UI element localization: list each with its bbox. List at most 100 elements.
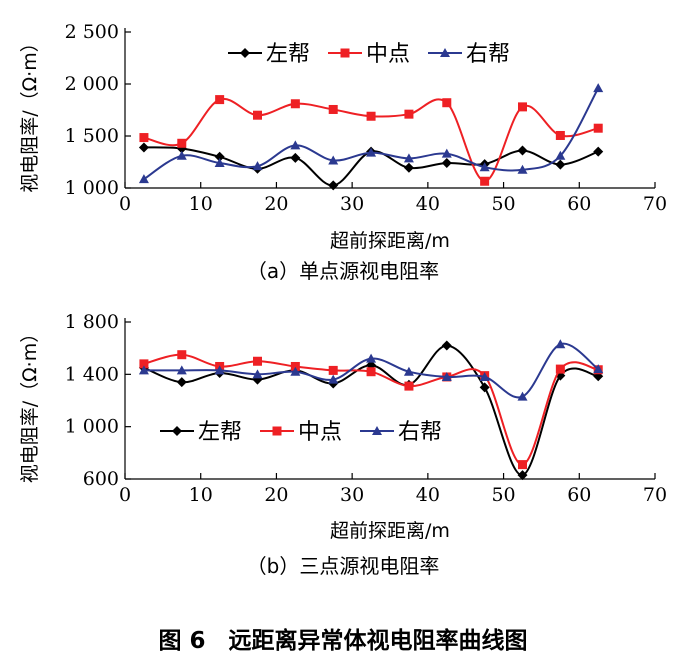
data-point <box>290 152 301 163</box>
chart-caption: （a）单点源视电阻率 <box>247 259 439 283</box>
data-point <box>138 142 149 153</box>
data-point <box>138 174 149 184</box>
x-tick-label: 40 <box>416 193 440 215</box>
data-point <box>328 374 339 384</box>
x-tick-label: 30 <box>340 193 364 215</box>
y-tick-label: 2 000 <box>65 73 119 95</box>
data-point <box>366 147 377 157</box>
data-point <box>593 364 604 374</box>
x-tick-label: 0 <box>119 484 131 506</box>
data-point <box>517 145 528 156</box>
data-point <box>555 364 565 374</box>
x-tick-label: 40 <box>416 484 440 506</box>
legend-label: 左帮 <box>266 42 310 67</box>
y-tick-label: 1 000 <box>65 416 119 438</box>
legend-marker <box>240 48 250 58</box>
data-point <box>404 109 414 119</box>
data-point <box>403 162 414 173</box>
data-point <box>518 102 527 112</box>
legend-marker <box>440 48 450 57</box>
x-tick-label: 70 <box>643 193 667 215</box>
data-point <box>214 365 225 375</box>
data-point <box>252 369 263 379</box>
x-tick-label: 60 <box>567 193 591 215</box>
data-point <box>328 104 338 114</box>
data-point <box>480 176 490 186</box>
data-point <box>555 339 566 349</box>
y-tick-label: 600 <box>83 468 119 490</box>
x-tick-label: 20 <box>264 484 288 506</box>
x-tick-label: 60 <box>567 484 591 506</box>
x-tick-label: 50 <box>491 193 515 215</box>
legend: 左帮 中点 右帮 <box>160 420 442 445</box>
series-中点 <box>139 95 603 186</box>
data-point <box>518 460 527 470</box>
data-point <box>328 155 339 165</box>
figure-title: 图 6 远距离异常体视电阻率曲线图 <box>158 627 527 654</box>
data-point <box>138 365 149 375</box>
data-point <box>328 365 338 375</box>
series-中点 <box>139 350 603 470</box>
y-axis-label: 视电阻率/（Ω·m） <box>19 324 41 483</box>
data-point <box>328 180 339 191</box>
data-point <box>214 158 225 168</box>
x-tick-label: 0 <box>119 193 131 215</box>
y-tick-label: 1 800 <box>65 311 119 333</box>
y-tick-label: 1 000 <box>65 177 119 199</box>
series-右帮 <box>138 339 604 401</box>
data-point <box>479 371 490 381</box>
data-point <box>479 382 490 393</box>
legend-label: 左帮 <box>198 420 242 445</box>
data-point <box>176 150 187 160</box>
x-axis-label: 超前探距离/m <box>330 520 450 542</box>
legend-marker <box>172 426 182 436</box>
data-point <box>593 123 603 133</box>
data-point <box>366 111 376 121</box>
data-point <box>290 361 300 371</box>
x-tick-label: 70 <box>643 484 667 506</box>
x-tick-label: 50 <box>491 484 515 506</box>
data-point <box>177 350 187 360</box>
data-point <box>139 359 149 369</box>
data-point <box>366 367 376 377</box>
series-右帮 <box>138 83 604 184</box>
data-point <box>215 95 225 105</box>
data-point <box>441 158 452 169</box>
data-point <box>441 371 452 381</box>
y-tick-label: 1 400 <box>65 363 119 385</box>
data-point <box>517 391 528 401</box>
data-point <box>479 162 490 172</box>
data-point <box>441 148 452 158</box>
data-point <box>593 146 604 157</box>
data-point <box>253 356 262 366</box>
chart-b: 600 1 000 1 400 1 800 0 10 20 30 40 50 60 70 超前探距离/m… <box>19 311 667 578</box>
legend: 左帮 中点 右帮 <box>228 42 510 67</box>
data-point <box>442 98 452 108</box>
chart-a: 1 000 1 500 2 000 2 500 0 10 20 30 40 50 60 70 超前探距离… <box>19 21 667 283</box>
data-point <box>290 366 301 376</box>
data-point <box>366 353 377 363</box>
data-point <box>290 140 301 150</box>
legend-label: 中点 <box>366 42 410 67</box>
y-tick-label: 1 500 <box>65 125 119 147</box>
data-point <box>517 470 528 481</box>
data-point <box>177 138 187 148</box>
data-point <box>176 377 187 388</box>
chart-caption: （b）三点源视电阻率 <box>247 554 440 578</box>
data-point <box>517 164 528 174</box>
x-tick-label: 30 <box>340 484 364 506</box>
data-point <box>139 133 149 143</box>
data-point <box>253 110 262 120</box>
data-point <box>555 130 565 140</box>
data-point <box>404 381 414 391</box>
x-axis-label: 超前探距离/m <box>330 230 450 252</box>
data-point <box>290 99 300 109</box>
legend-label: 右帮 <box>466 42 510 67</box>
data-point <box>593 83 604 93</box>
data-point <box>403 366 414 376</box>
x-tick-label: 20 <box>264 193 288 215</box>
legend-marker <box>340 48 350 58</box>
series-line <box>143 87 600 181</box>
data-point <box>403 153 414 163</box>
